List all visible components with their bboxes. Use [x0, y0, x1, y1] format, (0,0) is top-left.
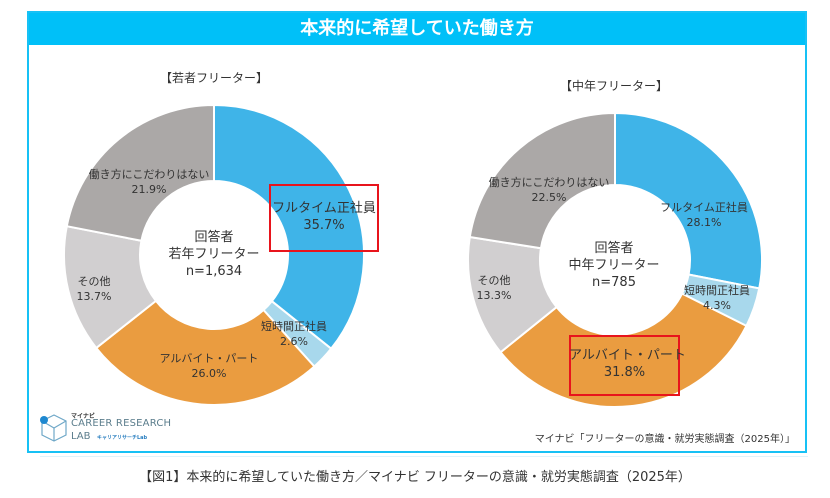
slice-label-noprefer: 働き方にこだわりはない 22.5%	[484, 175, 614, 205]
slice-category: アルバイト・パート	[159, 352, 259, 365]
slice-label-parttime: アルバイト・パート 26.0%	[154, 351, 264, 381]
logo-line2: LAB	[71, 431, 91, 442]
slice-fulltime	[213, 103, 365, 351]
divider	[40, 456, 808, 457]
slice-value: 26.0%	[191, 367, 227, 380]
slice-label-parttime: アルバイト・パート 31.8%	[569, 347, 686, 381]
chart-title-young: 【若者フリーター】	[159, 71, 268, 85]
center-label-young: 回答者 若年フリーター n=1,634	[154, 229, 274, 280]
career-research-lab-logo: マイナビ CAREER RESEARCH LAB キャリアリサーチLab	[39, 411, 179, 445]
slice-noprefer	[65, 103, 215, 242]
slice-label-shorttime: 短時間正社員 4.3%	[677, 283, 757, 313]
figure-caption: 【図1】本来的に希望していた働き方／マイナビ フリーターの意識・就労実態調査（2…	[139, 470, 691, 485]
chart-panel: 本来的に希望していた働き方 【若者フリーター】 回答者 若年フリーター n=1,…	[27, 11, 807, 453]
center-line: n=1,634	[185, 264, 243, 279]
logo-brand: マイナビ	[71, 413, 95, 420]
slice-value: 35.7%	[303, 218, 345, 233]
slice-category: アルバイト・パート	[569, 348, 686, 363]
chart-header-title: 本来的に希望していた働き方	[29, 13, 805, 45]
slice-value: 2.6%	[280, 335, 308, 348]
chart-title-middle: 【中年フリーター】	[559, 79, 668, 93]
center-line: n=785	[592, 275, 636, 290]
slice-value: 13.7%	[76, 290, 112, 303]
slice-fulltime	[614, 111, 763, 290]
cube-logo-icon	[40, 414, 67, 442]
slice-category: 働き方にこだわりはない	[488, 176, 610, 189]
center-label-middle: 回答者 中年フリーター n=785	[554, 240, 674, 291]
slice-category: 働き方にこだわりはない	[88, 168, 210, 181]
slice-parttime	[499, 292, 748, 408]
center-line: 若年フリーター	[168, 247, 260, 262]
slice-value: 28.1%	[686, 216, 722, 229]
slice-value: 31.8%	[603, 365, 646, 380]
slice-parttime	[94, 299, 316, 406]
center-line: 回答者	[594, 241, 634, 256]
slice-label-shorttime: 短時間正社員 2.6%	[254, 319, 334, 349]
slice-category: フルタイム正社員	[272, 201, 376, 216]
slice-label-other: その他 13.3%	[464, 273, 524, 303]
logo-sub: キャリアリサーチLab	[97, 435, 148, 441]
center-line: 中年フリーター	[568, 258, 660, 273]
slice-category: その他	[477, 274, 511, 287]
slice-category: 短時間正社員	[261, 320, 327, 333]
slice-noprefer	[468, 111, 616, 250]
highlight-box-young	[269, 184, 379, 252]
slice-value: 22.5%	[531, 191, 567, 204]
highlight-box-middle	[569, 335, 680, 396]
slice-value: 21.9%	[131, 183, 167, 196]
center-line: 回答者	[194, 230, 234, 245]
donut-charts	[63, 103, 763, 408]
slice-value: 13.3%	[476, 289, 512, 302]
slice-category: フルタイム正社員	[660, 201, 748, 214]
slice-value: 4.3%	[703, 299, 731, 312]
logo-line1: CAREER RESEARCH	[71, 418, 172, 429]
slice-label-fulltime: フルタイム正社員 28.1%	[654, 200, 754, 230]
slice-category: その他	[77, 275, 111, 288]
slice-label-fulltime: フルタイム正社員 35.7%	[269, 200, 379, 234]
slice-label-other: その他 13.7%	[64, 274, 124, 304]
slice-label-noprefer: 働き方にこだわりはない 21.9%	[84, 167, 214, 197]
source-note: マイナビ「フリーターの意識・就労実態調査（2025年）」	[534, 434, 795, 445]
slice-category: 短時間正社員	[684, 284, 750, 297]
